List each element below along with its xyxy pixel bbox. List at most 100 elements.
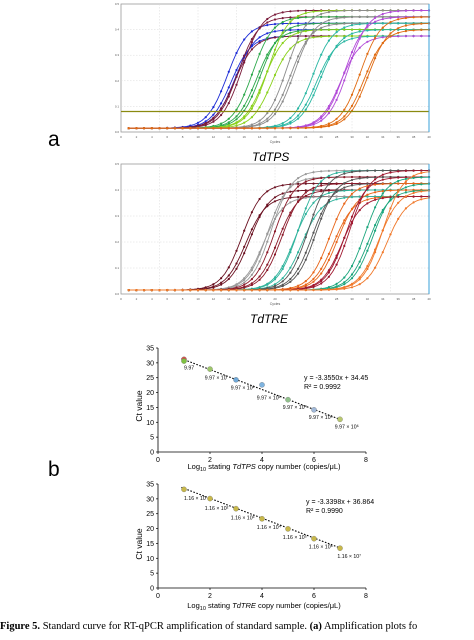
amplification-point [250,289,253,292]
amplification-point [335,35,338,38]
amplification-point [343,22,346,25]
amplification-point [412,174,415,177]
amplification-point [335,182,338,186]
amplification-point [297,182,300,185]
amplification-point [320,26,323,29]
amplification-point [350,196,354,199]
amplification-point [320,176,323,180]
amplification-point [397,182,400,185]
amplification-point [212,289,215,292]
amplification-point [320,207,323,210]
amplification-plot-tdtps: 0 2 4 6 8 10 12 14 16 18 20 22 24 26 28 30 32 34 36 38 400.0… [115,2,431,144]
amplification-point [297,37,300,40]
amplification-point [335,10,338,13]
std2-r2: R² = 0.9990 [306,508,343,515]
y-tick-label: 25 [146,375,154,382]
amplification-point [289,31,292,34]
caption-figure-number: Figure 5. [0,621,41,632]
data-point [181,358,187,364]
x-tick-label: 12 [212,297,216,301]
point-label: 1.16 × 10⁶ [309,544,333,550]
amplification-point [258,70,261,73]
amplification-point [350,16,354,19]
amplification-point [281,31,284,34]
amplification-point [227,70,230,73]
amplification-point [258,41,261,44]
amplification-point [212,113,215,116]
amplification-point [389,32,392,35]
y-tick-label: 10 [146,420,154,427]
amplification-point [366,169,369,172]
amplification-point [181,289,184,292]
amplification-point [289,194,292,197]
amplification-point [297,200,300,203]
amplification-point [127,127,130,130]
x-tick-label: 6 [312,593,316,600]
amplification-point [374,206,377,209]
amplification-point [335,169,338,172]
point-label: 1.16 × 10⁷ [337,554,361,560]
amplification-point [320,282,323,285]
amplification-point [250,127,253,130]
amplification-point [358,23,361,26]
amplification-point [312,201,315,204]
amplification-point [250,107,253,110]
amplification-point [212,127,215,130]
amplification-point [358,177,361,180]
amplification-point [397,195,400,198]
amplification-point [266,117,269,120]
amplification-point [327,22,330,25]
x-tick-label: 16 [243,135,247,139]
amplification-point [266,240,269,243]
amplification-point [350,282,354,285]
amplification-point [327,258,330,262]
y-tick-label: 30 [146,496,154,503]
amplification-point [350,273,354,276]
y-tick-label: 25 [146,511,154,518]
amplification-point [358,209,361,212]
amplification-point [297,117,300,120]
amplification-point [289,35,292,38]
amplification-point [258,106,261,109]
amplification-point [312,72,315,75]
amplification-point [327,107,330,110]
amplification-point [350,182,354,185]
amplification-point [181,127,184,130]
amplification-point [297,189,300,192]
amplification-point [366,195,369,198]
x-tick-label: 14 [227,297,231,301]
amplification-point [404,169,407,172]
amplification-point [366,265,369,268]
std2-xlabel: Log10 stating TdTRE copy number (copies/… [187,601,341,612]
amplification-point [358,73,361,76]
amplification-point [312,186,315,189]
amplification-point [127,289,130,292]
amplification-point [273,53,277,56]
amplification-point [343,35,346,38]
amplification-point [250,30,253,33]
amplification-point [289,82,292,85]
amplification-point [289,20,292,23]
amplification-point [304,180,307,183]
amplification-point [281,289,284,292]
amplification-point [273,253,277,256]
amplification-point [374,169,377,172]
amplification-point [374,266,377,269]
amplification-point [381,192,384,195]
x-tick-label: 4 [260,457,264,464]
amplification-point [289,16,292,19]
amplification-point [235,283,238,286]
amplification-point [374,22,377,25]
data-point [259,516,265,522]
amplification-point [358,30,361,33]
amplification-point [204,120,207,123]
amplification-point [227,274,230,277]
amplification-point [335,235,338,238]
amplification-point [374,9,377,12]
x-tick-label: 8 [182,135,184,139]
amplification-point [397,35,400,38]
amplification-point [273,127,277,130]
amplification-point [227,266,230,269]
panel-a-label: a [48,128,60,151]
amplification-point [350,37,354,40]
